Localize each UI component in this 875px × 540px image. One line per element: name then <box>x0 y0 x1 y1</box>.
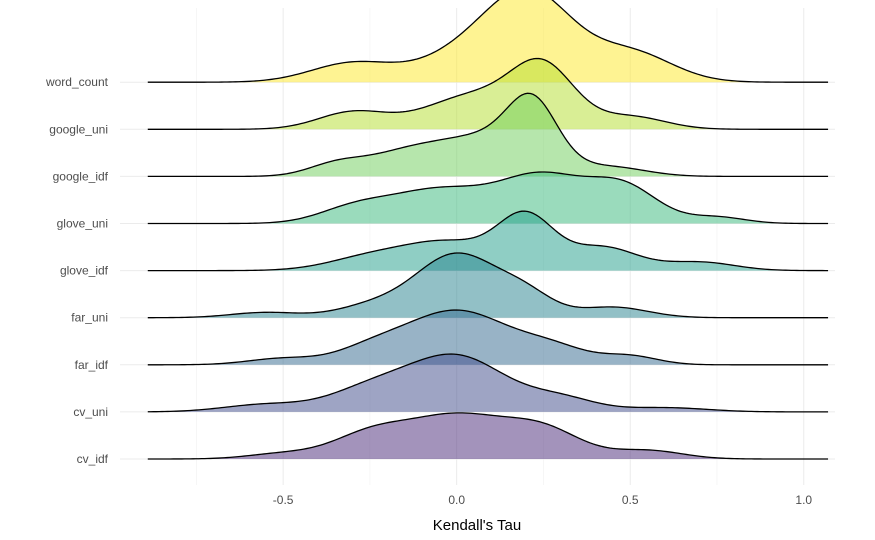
ridge-area-google-uni <box>147 58 829 130</box>
ridge-outline-cv-uni <box>147 353 829 413</box>
ridge-outline-far-uni <box>147 252 829 319</box>
ridge-outline-far-idf <box>147 309 829 366</box>
category-label: word_count <box>45 75 109 89</box>
ridge-outline-word-count <box>147 0 829 83</box>
ridge-outline-google-uni <box>147 57 829 130</box>
ridge-cv-uni <box>147 353 829 413</box>
x-tick-label: 0.0 <box>448 493 465 507</box>
category-label: google_idf <box>53 169 109 183</box>
x-tick-label: 1.0 <box>795 493 812 507</box>
category-labels: word_count google_uni google_idf glove_unig… <box>45 75 109 466</box>
ridge-area-glove-uni <box>147 171 829 224</box>
x-tick-labels: -0.5 0.0 0.5 1.0 <box>273 493 813 507</box>
category-label: cv_idf <box>77 452 109 466</box>
ridge-area-google-idf <box>147 93 829 177</box>
ridge-far-idf <box>147 309 829 366</box>
category-label: cv_uni <box>73 405 108 419</box>
category-label: glove_idf <box>60 264 109 278</box>
ridge-word-count <box>147 0 829 83</box>
ridge-glove-idf <box>147 210 829 272</box>
ridge-google-uni <box>147 57 829 130</box>
x-tick-label: 0.5 <box>622 493 639 507</box>
ridge-outline-cv-idf <box>147 412 829 460</box>
ridge-outline-google-idf <box>147 92 829 178</box>
ridge-area-far-idf <box>147 310 829 365</box>
ridge-area-word-count <box>147 0 829 83</box>
ridge-outline-glove-uni <box>147 171 829 225</box>
category-label: far_uni <box>71 311 108 325</box>
ridge-far-uni <box>147 252 829 319</box>
ridge-area-far-uni <box>147 252 829 318</box>
ridge-area-glove-idf <box>147 211 829 271</box>
ridge-glove-uni <box>147 171 829 225</box>
ridge-area-cv-idf <box>147 412 829 459</box>
category-label: google_uni <box>49 122 108 136</box>
x-tick-label: -0.5 <box>273 493 294 507</box>
x-axis-title: Kendall's Tau <box>433 517 521 534</box>
ridge-google-idf <box>147 92 829 178</box>
ridge-layer <box>147 0 829 460</box>
ridge-cv-idf <box>147 412 829 460</box>
ridge-area-cv-uni <box>147 354 829 412</box>
category-label: far_idf <box>75 358 109 372</box>
category-label: glove_uni <box>57 217 108 231</box>
ridge-outline-glove-idf <box>147 210 829 272</box>
